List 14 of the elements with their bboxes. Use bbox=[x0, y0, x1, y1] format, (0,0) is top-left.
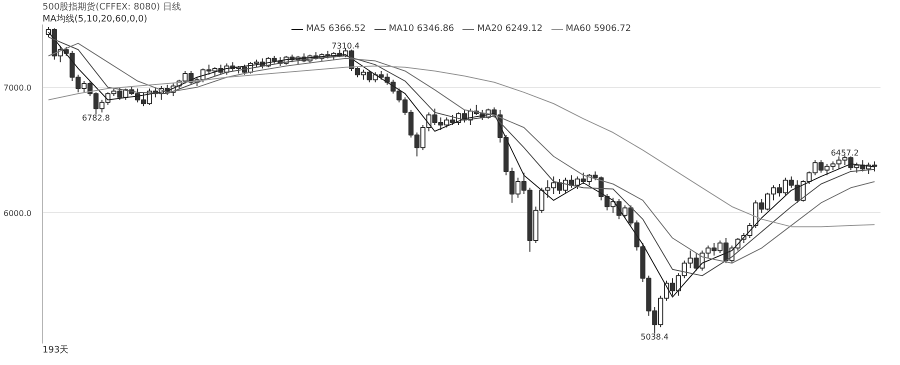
annotation: 6457.2 bbox=[830, 148, 859, 158]
annotation: 6782.8 bbox=[82, 114, 110, 123]
y-tick-label: 7000.0 bbox=[4, 83, 32, 92]
legend-label: MA60 5906.72 bbox=[566, 24, 632, 34]
chart-title: 500股指期货(CFFEX: 8080) 日线 bbox=[42, 2, 181, 12]
text: MA均线(5,10,20,60,0,0) bbox=[42, 14, 148, 24]
legend-label: MA10 6346.86 bbox=[388, 24, 454, 34]
line-series bbox=[48, 65, 876, 228]
legend-label: MA20 6249.12 bbox=[477, 24, 543, 34]
text: 193天 bbox=[42, 344, 69, 356]
annotation: 5038.4 bbox=[640, 332, 669, 342]
annotation: 7310.4 bbox=[332, 41, 360, 50]
legend-label: MA5 6366.52 bbox=[306, 24, 366, 34]
y-tick-label: 6000.0 bbox=[4, 208, 32, 218]
